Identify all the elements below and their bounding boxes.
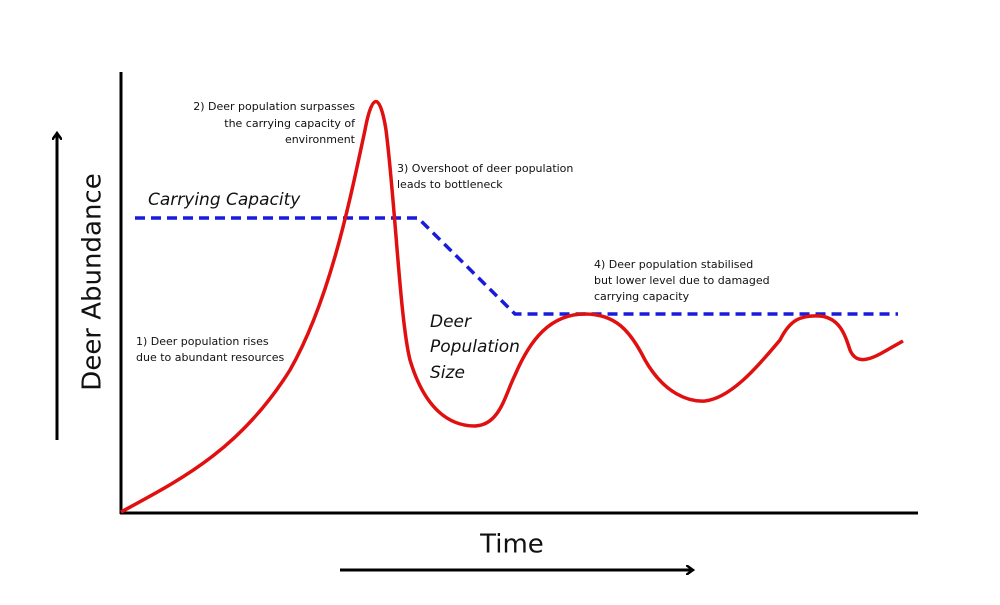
capacity-label: Carrying Capacity xyxy=(148,190,301,210)
annotation: the carrying capacity of xyxy=(224,117,356,130)
annotation: 3) Overshoot of deer population xyxy=(397,162,573,175)
annotation: but lower level due to damaged xyxy=(594,274,770,287)
annotation: 2) Deer population surpasses xyxy=(193,100,355,113)
population-label: Population xyxy=(430,337,520,357)
annotation: environment xyxy=(285,133,356,146)
annotation: 4) Deer population stabilised xyxy=(594,258,753,271)
y-axis-label: Deer Abundance xyxy=(78,173,108,390)
population-curve xyxy=(120,99,904,514)
population-label: Size xyxy=(430,363,465,383)
annotation: leads to bottleneck xyxy=(397,178,503,191)
x-axis-label: Time xyxy=(479,530,544,560)
population-label: Deer xyxy=(430,312,472,332)
annotation: 1) Deer population rises xyxy=(136,335,269,348)
annotation: carrying capacity xyxy=(594,290,690,303)
carrying-capacity-line xyxy=(135,216,898,316)
annotation: due to abundant resources xyxy=(136,351,285,364)
